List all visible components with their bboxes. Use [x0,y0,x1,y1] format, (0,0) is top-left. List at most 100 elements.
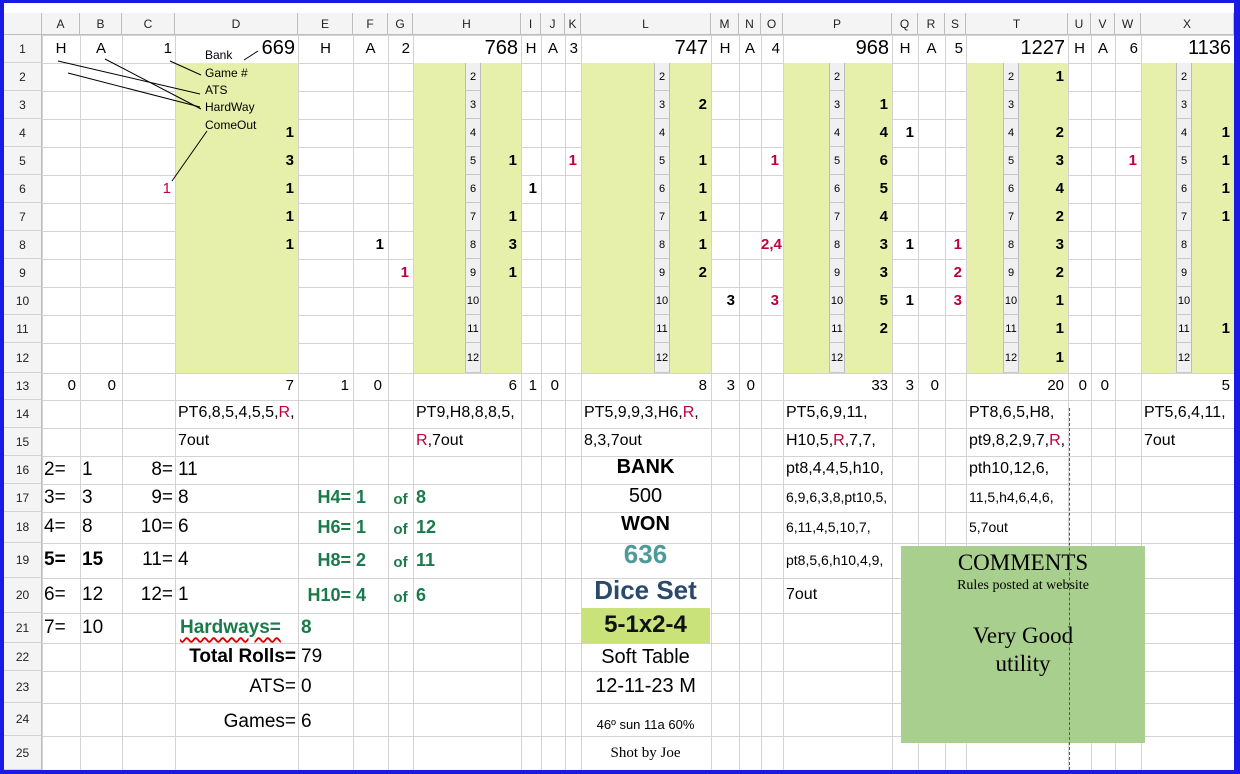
row-header[interactable]: 12 [4,343,42,373]
column-gridline [581,35,582,770]
side-number: 1 [905,123,914,141]
number-stat-key: 2= [44,458,66,480]
row-header[interactable]: 15 [4,428,42,456]
row-header[interactable]: 23 [4,671,42,703]
column-gridline [175,35,176,770]
row-header[interactable]: 17 [4,484,42,512]
dice-number-cell: 12 [829,343,845,373]
side-number: 3 [953,291,962,309]
side-number: 1 [905,235,914,253]
dice-set-label: Dice Set [594,575,697,605]
side-number: 1 [1128,151,1137,169]
dice-number-cell: 10 [1176,287,1192,315]
row-header[interactable]: 24 [4,703,42,736]
column-header[interactable]: G [388,13,413,35]
column-header[interactable]: Q [892,13,918,35]
column-header[interactable]: A [42,13,80,35]
column-header[interactable]: I [521,13,541,35]
dice-number-cell: 7 [465,203,481,231]
column-header[interactable]: O [761,13,783,35]
column-gridline [1068,35,1069,770]
dice-number-cell: 4 [1176,119,1192,147]
row-header[interactable]: 20 [4,578,42,613]
sequence-part: R [1049,432,1061,449]
row-header[interactable]: 4 [4,119,42,147]
game-ats-a: 0 [1100,377,1109,394]
legend-bank: Bank [205,48,233,62]
roll-count: 3 [1055,235,1064,253]
column-header[interactable]: K [565,13,581,35]
column-header[interactable]: M [711,13,739,35]
column-header[interactable]: B [80,13,122,35]
roll-count: 2 [698,263,707,281]
game-h-label: H [525,39,537,57]
row-header[interactable]: 3 [4,91,42,119]
game-h-label: H [320,39,331,57]
column-gridline [1091,35,1092,770]
side-number: 1 [568,151,577,169]
row-header[interactable]: 13 [4,373,42,400]
roll-count: 1 [698,207,707,225]
column-header[interactable]: N [739,13,761,35]
row-header[interactable]: 5 [4,147,42,175]
comments-box[interactable]: COMMENTS Rules posted at website Very Go… [901,546,1145,743]
dice-number-cell: 10 [654,287,670,315]
column-header[interactable]: J [541,13,565,35]
game-sequence-line: 6,9,6,3,8,pt10,5, [786,489,888,505]
column-header[interactable]: L [581,13,711,35]
sequence-part: PT5,9,9,3,H6, [584,404,683,421]
dice-number-cell: 10 [1003,287,1019,315]
roll-count: 3 [879,263,888,281]
column-header[interactable]: W [1115,13,1141,35]
column-header[interactable]: F [353,13,388,35]
row-header[interactable]: 22 [4,643,42,671]
row-header[interactable]: 10 [4,287,42,315]
comeout-number: 1 [162,179,171,197]
column-header[interactable]: T [966,13,1068,35]
game-ats-a: 0 [930,377,939,394]
row-header[interactable]: 9 [4,259,42,287]
sequence-part: ,7out [427,432,464,449]
column-header[interactable]: R [918,13,945,35]
column-gridline [388,35,389,770]
row-header[interactable]: 16 [4,456,42,484]
row-header[interactable]: 11 [4,315,42,343]
column-gridline [892,35,893,770]
game-roll-total: 8 [698,377,707,394]
column-header[interactable]: S [945,13,966,35]
legend-comeout: ComeOut [205,118,257,132]
legend-ats: ATS [205,83,228,97]
column-header[interactable]: H [413,13,521,35]
total-rolls-value: 79 [301,645,323,667]
column-header[interactable]: C [122,13,175,35]
game-ats-h: 0 [1078,377,1087,394]
row-header[interactable]: 14 [4,400,42,428]
row-header[interactable]: 19 [4,543,42,578]
row-header[interactable]: 18 [4,512,42,543]
column-header[interactable]: V [1091,13,1115,35]
corner-cell[interactable] [4,13,42,35]
game-h-label: H [899,39,911,57]
row-header[interactable]: 1 [4,35,42,63]
row-header[interactable]: 2 [4,63,42,91]
row-header[interactable]: 8 [4,231,42,259]
column-gridline [521,35,522,770]
column-header[interactable]: P [783,13,892,35]
row-header[interactable]: 25 [4,736,42,770]
dice-number-cell: 7 [654,203,670,231]
row-header[interactable]: 7 [4,203,42,231]
dice-number-cell: 5 [654,147,670,175]
column-header[interactable]: E [298,13,353,35]
row-header[interactable]: 21 [4,613,42,643]
sequence-part: R [682,404,695,421]
roll-count: 4 [1055,179,1064,197]
number-stat-value: 12 [82,584,104,605]
dice-number-cell: 3 [465,91,481,119]
column-header[interactable]: D [175,13,298,35]
dice-number-cell: 12 [654,343,670,373]
column-header[interactable]: X [1141,13,1234,35]
dice-number-cell: 6 [1176,175,1192,203]
dice-number-cell: 5 [465,147,481,175]
column-header[interactable]: U [1068,13,1091,35]
row-header[interactable]: 6 [4,175,42,203]
